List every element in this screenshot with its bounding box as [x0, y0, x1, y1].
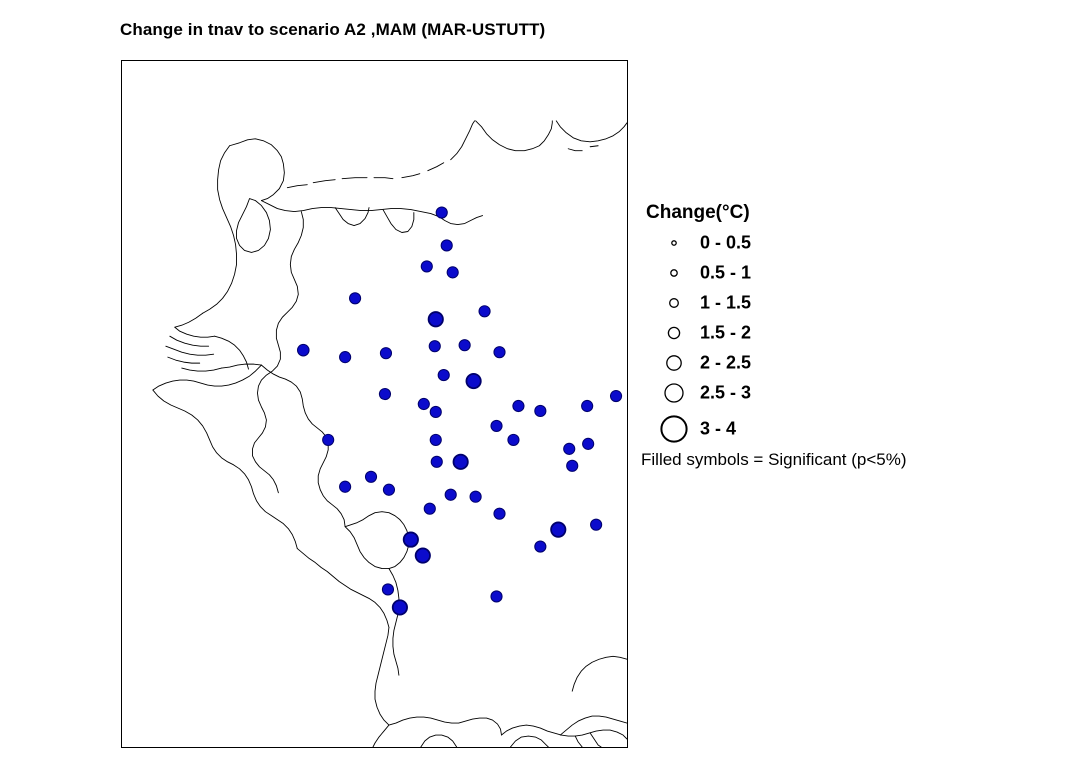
legend-item: 2 - 2.5	[646, 348, 1026, 378]
legend-item: 0.5 - 1	[646, 258, 1026, 288]
legend-symbol-circle	[660, 258, 704, 288]
legend-symbol-circle	[660, 228, 704, 258]
legend-item-label: 2 - 2.5	[700, 352, 752, 373]
map-panel	[121, 60, 628, 748]
legend-symbol-circle	[660, 288, 704, 318]
legend: Change(°C) 0 - 0.5 0.5 - 1 1 - 1.5 1.5 - 2 2…	[646, 202, 1026, 450]
legend-title: Change(°C)	[646, 202, 750, 223]
legend-rows: 0 - 0.5 0.5 - 1 1 - 1.5 1.5 - 2 2 - 2.5 2.5 -…	[646, 228, 1026, 450]
page-title: Change in tnav to scenario A2 ,MAM (MAR-…	[120, 20, 546, 39]
legend-item: 0 - 0.5	[646, 228, 1026, 258]
legend-item-label: 0.5 - 1	[700, 262, 752, 283]
legend-item-label: 1 - 1.5	[700, 292, 752, 313]
legend-item-label: 2.5 - 3	[700, 382, 752, 403]
legend-item: 3 - 4	[646, 408, 1026, 450]
legend-item: 1.5 - 2	[646, 318, 1026, 348]
legend-symbol-circle	[660, 378, 704, 408]
legend-symbol-circle	[660, 348, 704, 378]
map-coastlines	[152, 120, 627, 747]
legend-item-label: 0 - 0.5	[700, 232, 752, 253]
legend-item: 2.5 - 3	[646, 378, 1026, 408]
legend-symbol-circle	[660, 318, 704, 348]
legend-item: 1 - 1.5	[646, 288, 1026, 318]
legend-symbol-circle	[660, 408, 704, 443]
significance-note: Filled symbols = Significant (p<5%)	[641, 450, 907, 469]
legend-item-label: 3 - 4	[700, 418, 737, 439]
legend-item-label: 1.5 - 2	[700, 322, 752, 343]
